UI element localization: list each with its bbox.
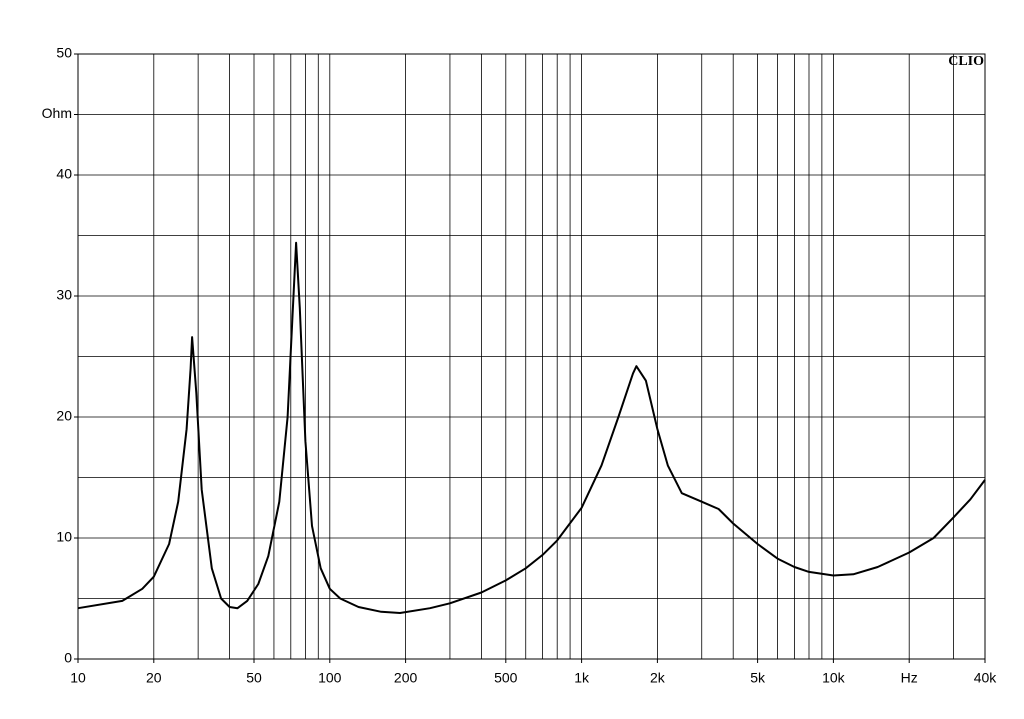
y-tick-label: 40 <box>56 166 72 182</box>
x-tick-label: 20 <box>146 670 162 686</box>
plot-frame <box>77 53 986 660</box>
y-tick-label: 0 <box>64 650 72 666</box>
x-tick-label: 40k <box>974 670 998 686</box>
x-tick-label: Hz <box>901 670 918 686</box>
y-tick-label: 30 <box>56 287 72 303</box>
x-tick-label: 5k <box>750 670 766 686</box>
y-tick-label: Ohm <box>42 105 72 121</box>
impedance-line <box>77 241 986 614</box>
y-tick-label: 20 <box>56 408 72 424</box>
x-tick-label: 500 <box>494 670 518 686</box>
y-tick-label: 50 <box>56 45 72 61</box>
watermark: CLIO <box>948 54 984 69</box>
x-tick-label: 200 <box>394 670 418 686</box>
x-tick-label: 10k <box>822 670 846 686</box>
x-tick-label: 2k <box>650 670 666 686</box>
x-tick-label: 100 <box>318 670 342 686</box>
x-tick-label: 10 <box>70 670 86 686</box>
x-tick-label: 1k <box>574 670 590 686</box>
x-tick-label: 50 <box>246 670 262 686</box>
y-tick-label: 10 <box>56 529 72 545</box>
